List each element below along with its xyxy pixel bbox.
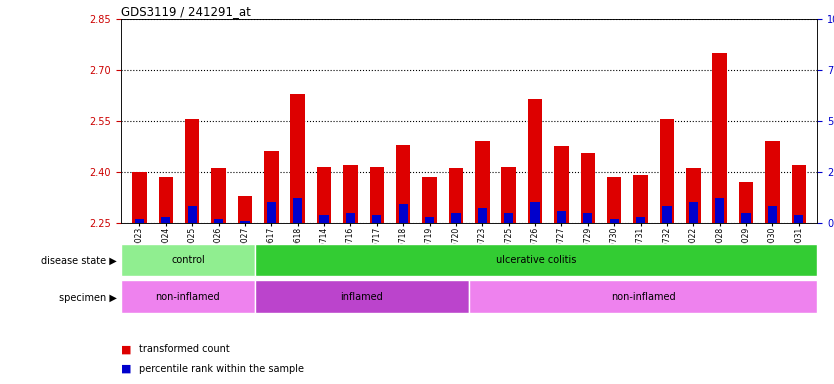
Bar (255, 280, 469, 313)
Bar (768, 207, 777, 223)
Bar (557, 210, 566, 223)
Bar (211, 169, 226, 223)
Text: percentile rank within the sample: percentile rank within the sample (139, 364, 304, 374)
Bar (449, 169, 463, 223)
Bar (689, 202, 698, 223)
Bar (290, 94, 305, 223)
Bar (369, 167, 384, 223)
Bar (478, 209, 487, 223)
Bar (504, 213, 513, 223)
Bar (791, 165, 806, 223)
Text: disease state ▶: disease state ▶ (41, 256, 117, 266)
Bar (346, 213, 355, 223)
Bar (396, 145, 410, 223)
Bar (121, 280, 255, 313)
Bar (475, 141, 490, 223)
Text: non-inflamed: non-inflamed (156, 291, 220, 302)
Text: ■: ■ (121, 364, 132, 374)
Bar (185, 119, 199, 223)
Bar (255, 244, 817, 276)
Text: ■: ■ (121, 344, 132, 354)
Bar (240, 221, 249, 223)
Bar (319, 215, 329, 223)
Text: specimen ▶: specimen ▶ (59, 293, 117, 303)
Bar (399, 204, 408, 223)
Bar (469, 280, 817, 313)
Text: control: control (171, 255, 205, 265)
Text: transformed count: transformed count (139, 344, 230, 354)
Bar (317, 167, 331, 223)
Bar (422, 177, 437, 223)
Bar (135, 218, 144, 223)
Bar (188, 207, 197, 223)
Bar (766, 141, 780, 223)
Bar (132, 172, 147, 223)
Text: non-inflamed: non-inflamed (611, 291, 676, 302)
Bar (264, 151, 279, 223)
Bar (214, 218, 224, 223)
Bar (501, 167, 516, 223)
Bar (343, 165, 358, 223)
Bar (530, 202, 540, 223)
Bar (580, 153, 595, 223)
Text: ulcerative colitis: ulcerative colitis (496, 255, 576, 265)
Bar (715, 198, 725, 223)
Bar (555, 146, 569, 223)
Bar (293, 198, 302, 223)
Bar (607, 177, 621, 223)
Bar (660, 119, 674, 223)
Text: inflamed: inflamed (340, 291, 384, 302)
Bar (741, 213, 751, 223)
Bar (238, 195, 252, 223)
Bar (686, 169, 701, 223)
Bar (712, 53, 727, 223)
Bar (158, 177, 173, 223)
Bar (794, 215, 803, 223)
Bar (636, 217, 646, 223)
Bar (121, 244, 255, 276)
Bar (267, 202, 276, 223)
Bar (610, 218, 619, 223)
Bar (633, 175, 648, 223)
Bar (528, 99, 542, 223)
Bar (739, 182, 753, 223)
Bar (372, 215, 381, 223)
Bar (425, 217, 435, 223)
Bar (161, 217, 170, 223)
Text: GDS3119 / 241291_at: GDS3119 / 241291_at (121, 5, 251, 18)
Bar (583, 213, 592, 223)
Bar (662, 207, 671, 223)
Bar (451, 213, 460, 223)
